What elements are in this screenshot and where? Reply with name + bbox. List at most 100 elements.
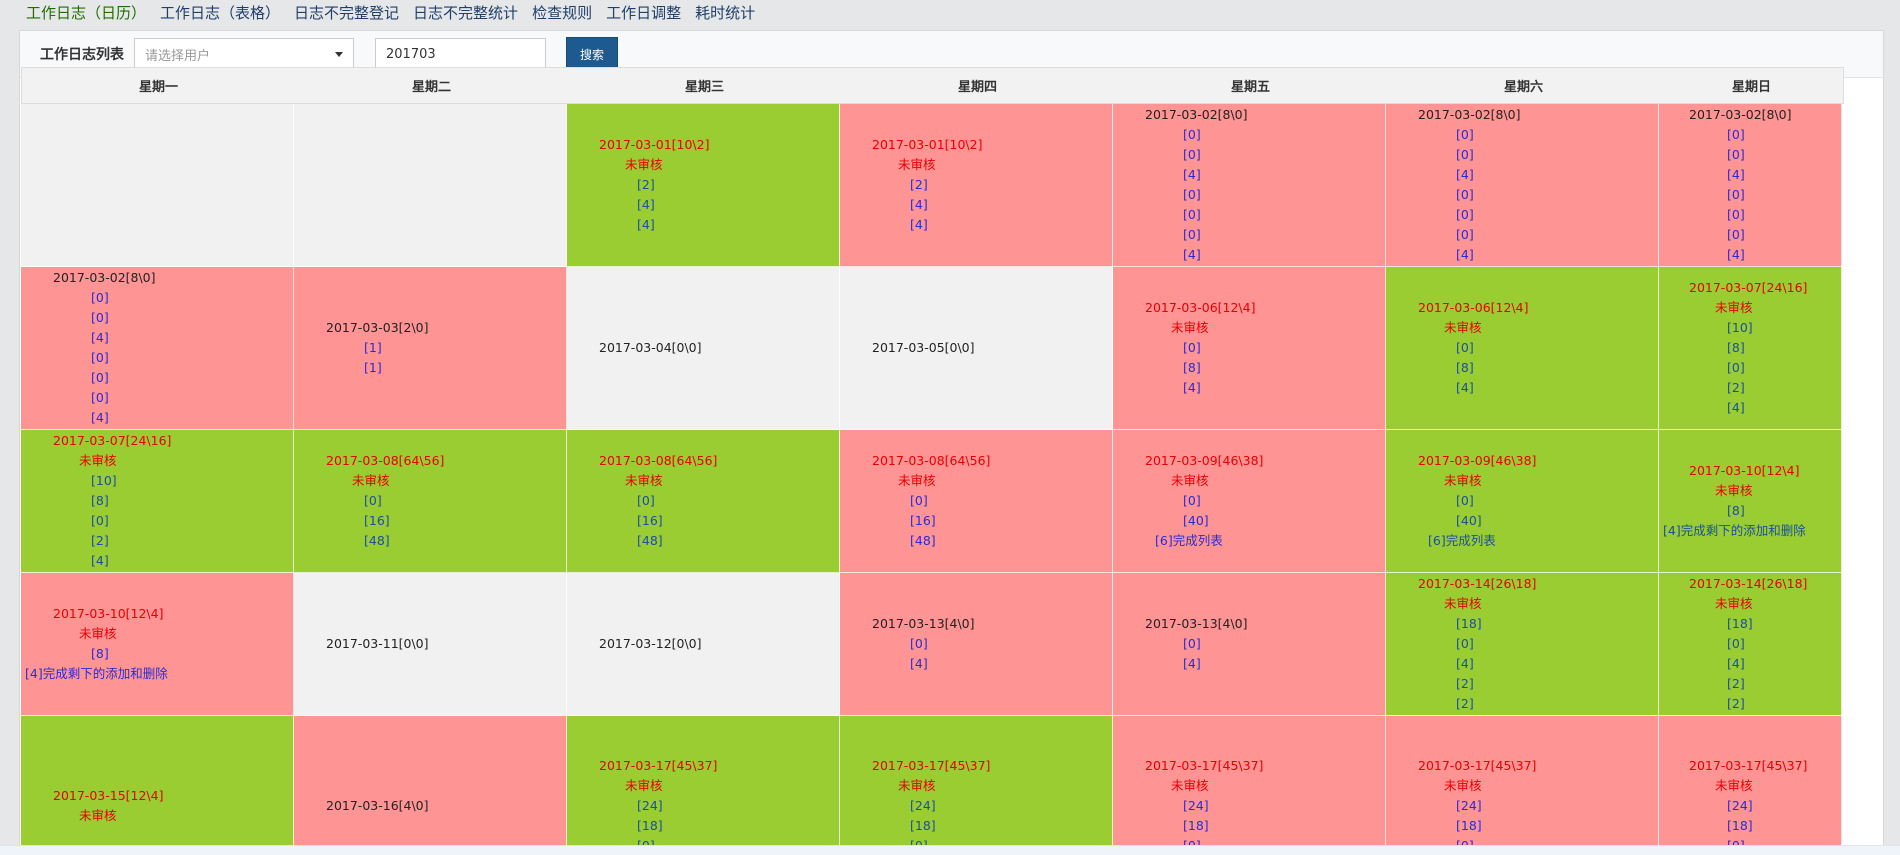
- log-entry-link[interactable]: [24]: [1456, 797, 1482, 813]
- log-entry-link[interactable]: [0]: [1727, 636, 1745, 651]
- log-entry-link[interactable]: [0]: [1456, 227, 1474, 242]
- log-entry-link[interactable]: [0]: [91, 513, 109, 528]
- log-entry-link[interactable]: [0]: [637, 493, 655, 508]
- log-entry-link[interactable]: [4]: [1183, 380, 1201, 395]
- log-entry-link[interactable]: [4]: [1456, 656, 1474, 671]
- log-entry-link[interactable]: [8]: [1727, 503, 1745, 518]
- day-date-label[interactable]: 2017-03-10[12\4]: [53, 606, 164, 621]
- nav-workday-adjust[interactable]: 工作日调整: [606, 3, 682, 22]
- log-entry-link[interactable]: [4]: [637, 197, 655, 212]
- day-cell[interactable]: 2017-03-15[12\4] 未审核: [21, 716, 294, 855]
- log-entry-link[interactable]: [4]: [1456, 380, 1474, 395]
- nav-time-stats[interactable]: 耗时统计: [695, 3, 756, 22]
- day-date-label[interactable]: 2017-03-09[46\38]: [1418, 453, 1537, 468]
- log-entry-link[interactable]: [0]: [1456, 127, 1474, 142]
- day-date-label[interactable]: 2017-03-12[0\0]: [599, 636, 702, 651]
- log-entry-link[interactable]: [4]: [1183, 247, 1201, 262]
- day-cell[interactable]: 2017-03-16[4\0]: [294, 716, 567, 855]
- log-entry-link[interactable]: [10]: [91, 473, 117, 488]
- day-date-label[interactable]: 2017-03-02[8\0]: [53, 270, 156, 285]
- day-date-label[interactable]: 2017-03-03[2\0]: [326, 320, 429, 335]
- day-cell[interactable]: [294, 104, 567, 267]
- log-entry-link[interactable]: [4]: [910, 197, 928, 212]
- day-date-label[interactable]: 2017-03-09[46\38]: [1145, 453, 1264, 468]
- day-date-label[interactable]: 2017-03-13[4\0]: [872, 616, 975, 631]
- log-entry-link[interactable]: [18]: [1727, 817, 1753, 833]
- log-entry-link[interactable]: [0]: [1183, 187, 1201, 202]
- log-entry-link[interactable]: [40]: [1183, 513, 1209, 528]
- day-cell[interactable]: 2017-03-07[24\16] 未审核 [10] [8] [0] [2] [4]: [1659, 267, 1842, 430]
- day-cell[interactable]: 2017-03-07[24\16] 未审核 [10] [8] [0] [2] [4]: [21, 430, 294, 573]
- log-entry-link[interactable]: [4]: [1727, 167, 1745, 182]
- day-cell[interactable]: 2017-03-13[4\0] [0] [4]: [840, 573, 1113, 716]
- day-date-label[interactable]: 2017-03-06[12\4]: [1418, 300, 1529, 315]
- log-entry-link[interactable]: [0]: [1727, 147, 1745, 162]
- log-entry-link[interactable]: [18]: [1183, 817, 1209, 833]
- day-date-label[interactable]: 2017-03-16[4\0]: [326, 797, 429, 813]
- day-cell[interactable]: 2017-03-12[0\0]: [567, 573, 840, 716]
- day-date-label[interactable]: 2017-03-01[10\2]: [872, 137, 983, 152]
- day-cell[interactable]: 2017-03-08[64\56] 未审核 [0] [16] [48]: [294, 430, 567, 573]
- log-entry-link[interactable]: [18]: [1727, 616, 1753, 631]
- day-date-label[interactable]: 2017-03-07[24\16]: [53, 433, 172, 448]
- log-entry-link[interactable]: [4]: [91, 410, 109, 425]
- day-date-label[interactable]: 2017-03-08[64\56]: [326, 453, 445, 468]
- log-entry-link[interactable]: [16]: [910, 513, 936, 528]
- log-entry-link[interactable]: [4]: [1727, 400, 1745, 415]
- nav-table-log[interactable]: 工作日志（表格）: [160, 3, 281, 22]
- day-date-label[interactable]: 2017-03-13[4\0]: [1145, 616, 1248, 631]
- log-entry-link[interactable]: [0]: [910, 493, 928, 508]
- log-entry-link[interactable]: [4]: [91, 330, 109, 345]
- day-date-label[interactable]: 2017-03-17[45\37]: [599, 757, 718, 773]
- log-entry-link[interactable]: [18]: [1456, 817, 1482, 833]
- day-cell[interactable]: 2017-03-02[8\0] [0] [0] [4] [0] [0] [0] [4]: [1386, 104, 1659, 267]
- log-entry-link[interactable]: [48]: [910, 533, 936, 548]
- log-entry-link[interactable]: [18]: [1456, 616, 1482, 631]
- day-date-label[interactable]: 2017-03-17[45\37]: [1689, 757, 1808, 773]
- log-entry-link[interactable]: [6]完成列表: [1428, 533, 1496, 548]
- log-entry-link[interactable]: [8]: [1183, 360, 1201, 375]
- day-date-label[interactable]: 2017-03-17[45\37]: [872, 757, 991, 773]
- log-entry-link[interactable]: [4]完成剩下的添加和删除: [25, 666, 168, 681]
- day-cell[interactable]: 2017-03-17[45\37]未审核[24][18][0]: [1113, 716, 1386, 855]
- search-button[interactable]: 搜索: [566, 37, 618, 71]
- day-date-label[interactable]: 2017-03-07[24\16]: [1689, 280, 1808, 295]
- log-entry-link[interactable]: [2]: [1727, 676, 1745, 691]
- log-entry-link[interactable]: [18]: [910, 817, 936, 833]
- day-cell[interactable]: 2017-03-01[10\2] 未审核 [2] [4] [4]: [567, 104, 840, 267]
- log-entry-link[interactable]: [24]: [1183, 797, 1209, 813]
- day-cell[interactable]: [21, 104, 294, 267]
- log-entry-link[interactable]: [0]: [1727, 227, 1745, 242]
- day-cell[interactable]: 2017-03-14[26\18] 未审核 [18] [0] [4] [2] [2]: [1386, 573, 1659, 716]
- log-entry-link[interactable]: [0]: [1456, 187, 1474, 202]
- horizontal-scrollbar[interactable]: [0, 845, 1900, 855]
- day-cell[interactable]: 2017-03-02[8\0] [0] [0] [4] [0] [0] [0] [4]: [1113, 104, 1386, 267]
- day-cell[interactable]: 2017-03-04[0\0]: [567, 267, 840, 430]
- log-entry-link[interactable]: [0]: [91, 390, 109, 405]
- day-date-label[interactable]: 2017-03-04[0\0]: [599, 340, 702, 355]
- log-entry-link[interactable]: [0]: [1456, 636, 1474, 651]
- day-cell[interactable]: 2017-03-05[0\0]: [840, 267, 1113, 430]
- day-cell[interactable]: 2017-03-17[45\37]未审核[24][18][0]: [1659, 716, 1842, 855]
- day-date-label[interactable]: 2017-03-02[8\0]: [1689, 107, 1792, 122]
- log-entry-link[interactable]: [0]: [1183, 227, 1201, 242]
- day-cell[interactable]: 2017-03-09[46\38] 未审核 [0] [40] [6]完成列表: [1113, 430, 1386, 573]
- log-entry-link[interactable]: [0]: [1183, 147, 1201, 162]
- log-entry-link[interactable]: [0]: [1727, 207, 1745, 222]
- log-entry-link[interactable]: [48]: [364, 533, 390, 548]
- day-date-label[interactable]: 2017-03-06[12\4]: [1145, 300, 1256, 315]
- log-entry-link[interactable]: [0]: [1456, 147, 1474, 162]
- day-cell[interactable]: 2017-03-06[12\4] 未审核 [0] [8] [4]: [1113, 267, 1386, 430]
- log-entry-link[interactable]: [8]: [1456, 360, 1474, 375]
- log-entry-link[interactable]: [0]: [1183, 127, 1201, 142]
- log-entry-link[interactable]: [10]: [1727, 320, 1753, 335]
- log-entry-link[interactable]: [4]: [91, 553, 109, 568]
- day-cell[interactable]: 2017-03-08[64\56] 未审核 [0] [16] [48]: [840, 430, 1113, 573]
- log-entry-link[interactable]: [4]: [910, 217, 928, 232]
- log-entry-link[interactable]: [16]: [364, 513, 390, 528]
- log-entry-link[interactable]: [8]: [1727, 340, 1745, 355]
- log-entry-link[interactable]: [1]: [364, 340, 382, 355]
- log-entry-link[interactable]: [4]完成剩下的添加和删除: [1663, 523, 1806, 538]
- log-entry-link[interactable]: [0]: [91, 370, 109, 385]
- day-cell[interactable]: 2017-03-17[45\37]未审核[24][18][0]: [840, 716, 1113, 855]
